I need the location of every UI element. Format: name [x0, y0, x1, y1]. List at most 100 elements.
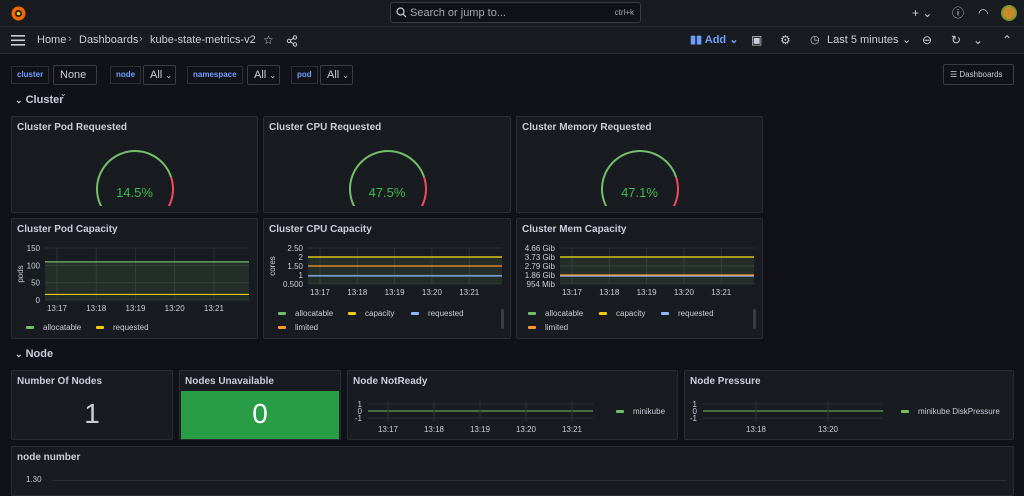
node-notready-chart: 1 0 -1 13:17 13:18 13:19 13:20 13:21	[355, 400, 593, 434]
row-node[interactable]: ⌄ Node	[15, 348, 54, 360]
x-tick: 13:19	[385, 288, 406, 297]
x-tick: 13:18	[424, 425, 445, 434]
legend-scrollbar[interactable]	[753, 309, 756, 329]
series-area-allocatable	[45, 261, 249, 300]
news-rss-icon[interactable]: ◠	[978, 6, 989, 20]
var-pod-label: pod	[291, 66, 318, 84]
y-tick: 0	[36, 296, 41, 305]
legend-item-minikube-diskpressure[interactable]: minikube DiskPressure	[901, 407, 1000, 416]
new-plus-icon[interactable]: + ⌄	[912, 6, 933, 20]
y-tick: 1	[693, 400, 698, 409]
search-input[interactable]: Search or jump to... ctrl+k	[390, 2, 641, 23]
var-node-select[interactable]: All ⌄	[143, 65, 176, 85]
dashboard-navbar: Home › Dashboards › kube-state-metrics-v…	[0, 27, 1024, 54]
legend-item-allocatable[interactable]: allocatable	[528, 309, 583, 318]
x-tick: 13:19	[125, 304, 146, 313]
user-avatar[interactable]	[1001, 5, 1017, 21]
legend-item-limited[interactable]: limited	[278, 323, 318, 332]
stat-background	[181, 391, 339, 439]
x-tick: 13:17	[378, 425, 399, 434]
x-tick: 13:20	[165, 304, 186, 313]
legend-item-allocatable[interactable]: allocatable	[26, 323, 81, 332]
collapse-chevron-icon[interactable]: ⌃	[1002, 33, 1013, 47]
search-shortcut: ctrl+k	[614, 8, 634, 17]
y-tick: 100	[27, 261, 41, 270]
x-tick: 13:20	[674, 288, 695, 297]
y-tick: 3.73 Gib	[525, 253, 556, 262]
menu-icon[interactable]	[11, 35, 25, 46]
breadcrumb-home[interactable]: Home	[37, 34, 67, 46]
refresh-interval-chevron-icon[interactable]: ⌄	[973, 33, 984, 47]
add-panel-icon: ▮▮	[690, 34, 705, 46]
x-tick: 13:18	[746, 425, 767, 434]
legend-item-capacity[interactable]: capacity	[599, 309, 645, 318]
legend-item-requested[interactable]: requested	[96, 323, 149, 332]
x-tick: 13:18	[86, 304, 107, 313]
var-pod-select[interactable]: All ⌄	[320, 65, 353, 85]
panel-title: Cluster Pod Requested	[17, 122, 128, 133]
legend-item-limited[interactable]: limited	[528, 323, 568, 332]
gauge-threshold-green	[96, 150, 173, 206]
stat-value: 1	[84, 398, 100, 429]
panel-title: Cluster Pod Capacity	[17, 224, 118, 235]
legend-item-minikube[interactable]: minikube	[616, 407, 665, 416]
gauge-threshold-red	[672, 176, 679, 206]
x-tick: 13:21	[711, 288, 732, 297]
chevron-down-icon: ⌄	[902, 34, 912, 46]
row-cluster[interactable]: ⌄ Cluster	[15, 94, 64, 106]
panel-title: Cluster Mem Capacity	[522, 224, 627, 235]
help-icon[interactable]: ⓘ	[952, 6, 965, 20]
gauge-arc	[601, 150, 679, 206]
panel-cluster-mem-capacity: Cluster Mem Capacity 4.66 Gib 3.73 Gib 2.7…	[516, 218, 763, 339]
breadcrumb-dashboards[interactable]: Dashboards	[79, 34, 139, 46]
y-tick: -1	[355, 414, 363, 423]
star-icon[interactable]: ☆	[263, 33, 274, 47]
refresh-icon[interactable]: ↻	[951, 33, 962, 47]
panel-node-number: node number 1.30	[11, 446, 1014, 496]
dashboards-button[interactable]: ☰ Dashboards	[943, 64, 1014, 85]
grid-line	[52, 480, 1007, 481]
legend-scrollbar[interactable]	[501, 309, 504, 329]
panel-cluster-pod-requested: Cluster Pod Requested 14.5%	[11, 116, 258, 213]
y-tick: -1	[690, 414, 698, 423]
dashboards-list-icon: ☰	[950, 70, 958, 79]
x-tick: 13:20	[516, 425, 537, 434]
panel-number-of-nodes: Number Of Nodes 1	[11, 370, 173, 440]
clock-icon: ◷	[810, 34, 820, 46]
chevron-down-icon: ⌄	[15, 349, 23, 359]
legend-item-requested[interactable]: requested	[661, 309, 714, 318]
var-namespace-select[interactable]: All ⌄	[247, 65, 280, 85]
save-icon[interactable]: ▣	[751, 33, 763, 47]
gauge-threshold-green	[601, 150, 678, 206]
x-tick: 13:21	[204, 304, 225, 313]
y-tick: 0	[693, 407, 698, 416]
gauge-value: 14.5%	[116, 185, 153, 200]
y-tick: 2.50	[287, 244, 303, 253]
chevron-right-icon: ›	[68, 33, 72, 45]
panel-title: Node NotReady	[353, 376, 428, 387]
y-tick: 1	[358, 400, 363, 409]
search-placeholder: Search or jump to...	[410, 7, 506, 19]
y-tick: 150	[27, 244, 41, 253]
gauge-threshold-green	[349, 150, 426, 206]
y-tick: 4.66 Gib	[525, 244, 556, 253]
share-icon[interactable]	[286, 35, 298, 47]
series-area-allocatable	[308, 257, 502, 284]
panel-cluster-pod-capacity: Cluster Pod Capacity 150 100 50 0 13:17 13:18…	[11, 218, 258, 339]
panel-node-pressure: Node Pressure 1 0 -1 13:18 13:20 minikub…	[684, 370, 1014, 440]
y-tick: 0	[358, 407, 363, 416]
panel-cluster-cpu-requested: Cluster CPU Requested 47.5%	[263, 116, 511, 213]
zoom-out-icon[interactable]: ⊖	[922, 33, 933, 47]
y-tick: 2	[299, 253, 304, 262]
panel-title: Number Of Nodes	[17, 376, 103, 387]
legend-item-allocatable[interactable]: allocatable	[278, 309, 333, 318]
gauge-value: 47.5%	[368, 185, 406, 200]
grafana-logo-icon[interactable]	[10, 5, 27, 22]
legend-item-capacity[interactable]: capacity	[348, 309, 394, 318]
legend-item-requested[interactable]: requested	[411, 309, 464, 318]
x-tick: 13:18	[347, 288, 368, 297]
add-button[interactable]: ▮▮ Add ⌄	[690, 34, 739, 46]
var-cluster-select[interactable]: None ⌄	[53, 65, 97, 98]
gear-icon[interactable]: ⚙	[780, 33, 791, 47]
